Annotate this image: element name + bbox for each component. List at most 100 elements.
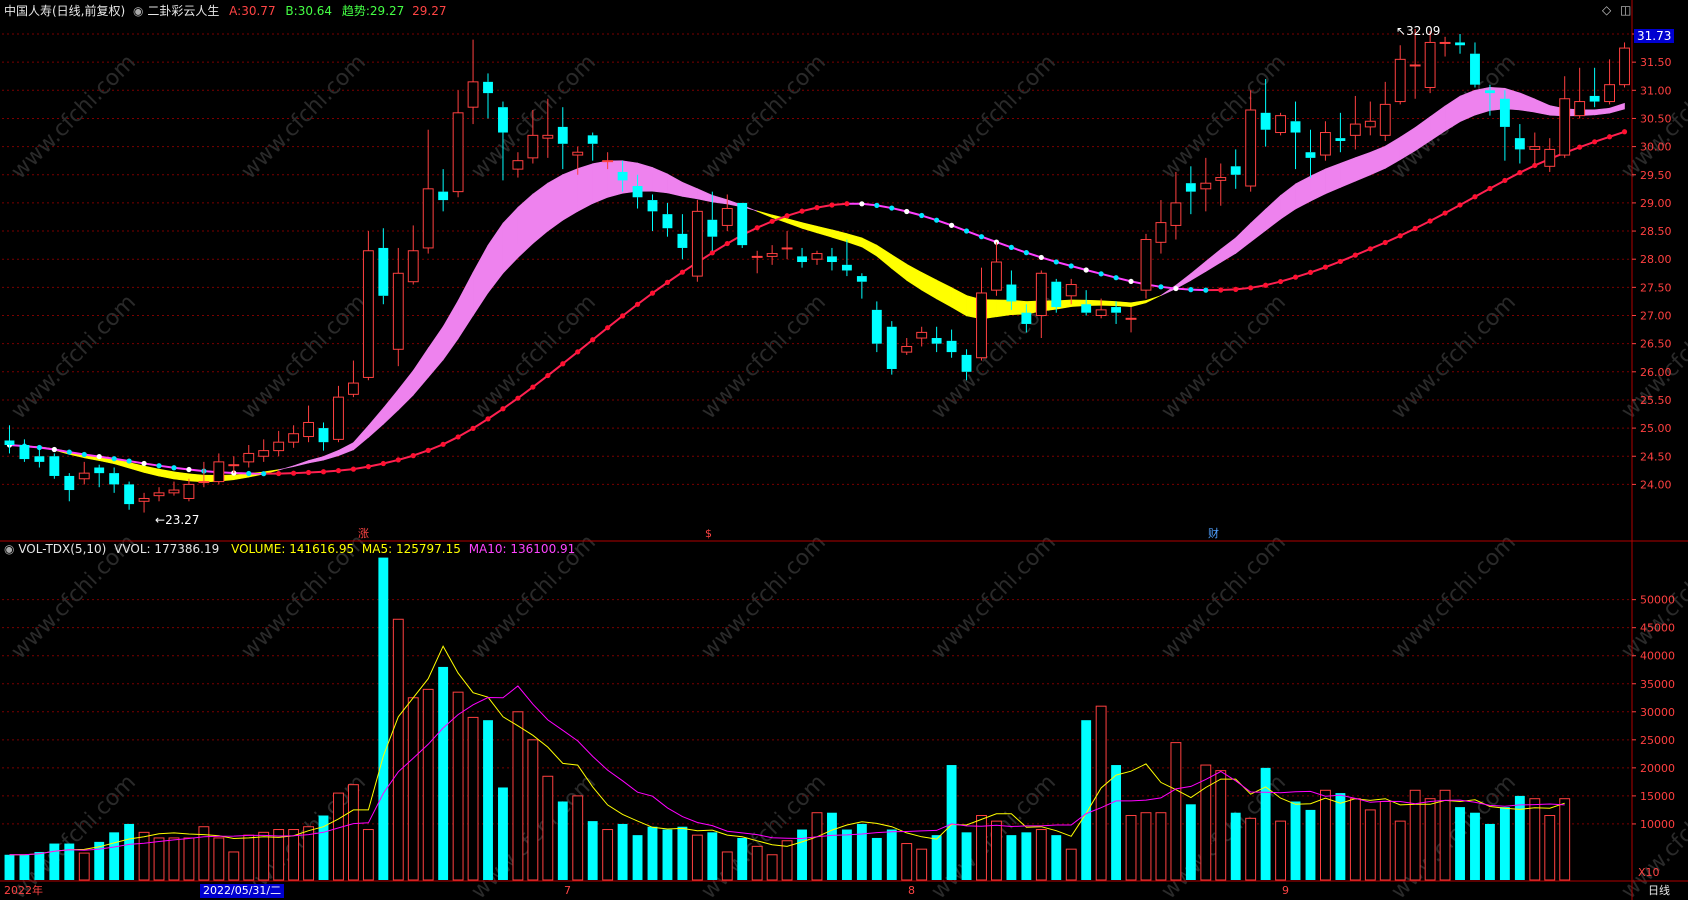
volume-bar-up xyxy=(333,792,344,881)
candle-body-up xyxy=(303,421,314,438)
volume-bar-down xyxy=(632,835,643,880)
candle-body-down xyxy=(49,456,60,476)
trend-dot xyxy=(126,458,132,464)
candle-body-down xyxy=(557,126,568,144)
price-tick-label: 26.50 xyxy=(1640,338,1672,351)
band-segment xyxy=(278,465,294,471)
volume-bar-up xyxy=(1065,848,1077,881)
volume-tick-label: 10000 xyxy=(1640,818,1675,831)
volume-bar-up xyxy=(153,837,165,881)
trend-dot xyxy=(1322,264,1329,270)
volume-bar-up xyxy=(258,831,270,881)
trend-segment xyxy=(547,362,564,377)
watermark-text: www.cfchi.com xyxy=(697,530,831,664)
band-segment xyxy=(756,210,773,218)
band-segment xyxy=(951,287,967,317)
indicator-toggle-icon[interactable]: ◉ xyxy=(133,4,144,18)
volume-bar-up xyxy=(243,834,255,881)
trend-segment xyxy=(951,224,967,232)
candle-body-up xyxy=(1215,177,1227,181)
volume-tick-label: 15000 xyxy=(1640,790,1675,803)
candle-body-up xyxy=(288,433,300,443)
volume-ma-lines xyxy=(9,645,1565,856)
indicator-name[interactable]: 二卦彩云人生 xyxy=(147,4,220,18)
trend-segment xyxy=(771,214,788,223)
stock-title: 中国人寿(日线,前复权) xyxy=(4,4,126,18)
trend-segment xyxy=(1444,204,1461,214)
price-tick-label: 31.50 xyxy=(1640,56,1672,69)
candle-body-up xyxy=(422,188,434,249)
trend-dot xyxy=(380,460,386,467)
candle-body-down xyxy=(1051,281,1062,308)
trend-dot xyxy=(605,325,611,331)
trend-segment xyxy=(502,397,519,410)
candle-body-down xyxy=(856,276,867,282)
candle-body-up xyxy=(1275,115,1287,134)
band-segment xyxy=(487,222,504,294)
candle-body-up xyxy=(153,492,165,497)
event-marker-dollar[interactable]: $ xyxy=(705,527,712,540)
candle-body-down xyxy=(1305,152,1316,158)
candle-body-up xyxy=(1320,132,1331,156)
trend-value-2: 29.27 xyxy=(412,4,447,18)
trend-value-1: 29.27 xyxy=(369,4,405,18)
band-segment xyxy=(876,244,893,270)
volume-bar-up xyxy=(1544,815,1556,881)
volume-bar-down xyxy=(64,843,75,880)
trend-dot xyxy=(500,406,506,412)
price-tick-label: 24.00 xyxy=(1640,478,1672,491)
band-segment xyxy=(1011,299,1027,315)
volume-bar-up xyxy=(512,711,524,881)
candle-body-down xyxy=(946,340,957,353)
volume-indicator-name[interactable]: VOL-TDX(5,10) xyxy=(18,542,107,556)
volume-bar-down xyxy=(961,832,972,880)
maximize-icon[interactable]: ◫ xyxy=(1620,3,1632,17)
trend-segment xyxy=(1369,241,1386,250)
volume-bar-down xyxy=(498,787,508,880)
candle-body-down xyxy=(1514,138,1525,150)
trend-segment xyxy=(1041,256,1057,263)
candle-body-up xyxy=(168,489,180,494)
band-segment xyxy=(517,193,534,259)
candle-body-down xyxy=(617,171,628,181)
trend-dot xyxy=(530,384,536,390)
volume-bar-up xyxy=(1170,742,1182,881)
candle-body-up xyxy=(347,382,359,395)
volume-bar-up xyxy=(1364,809,1376,881)
diamond-icon[interactable]: ◇ xyxy=(1602,3,1612,17)
trend-segment xyxy=(1399,227,1416,237)
period-label[interactable]: 日线 xyxy=(1648,884,1670,897)
price-tick-label: 24.50 xyxy=(1640,450,1672,463)
trend-dot xyxy=(575,349,581,355)
trend-dot xyxy=(1218,287,1224,293)
band-segment xyxy=(1130,300,1147,308)
trend-dot xyxy=(1517,170,1523,176)
candle-body-up xyxy=(258,450,270,457)
volume-bar-down xyxy=(318,815,329,880)
volume-bar-down xyxy=(1021,832,1032,880)
volume-bar-down xyxy=(1305,809,1316,880)
candle-body-down xyxy=(64,475,75,491)
candle-body-down xyxy=(1081,304,1092,313)
trend-segment xyxy=(427,443,444,452)
volume-ma10-line xyxy=(9,685,1565,856)
candle-body-up xyxy=(527,134,539,159)
volume-bar-down xyxy=(1290,801,1301,880)
trend-dot xyxy=(1173,285,1179,292)
band-segment xyxy=(442,299,459,361)
price-tick-label: 30.50 xyxy=(1640,112,1672,125)
candle-body-down xyxy=(1335,138,1346,141)
volume-bar-down xyxy=(737,837,748,880)
candle-body-down xyxy=(94,467,105,474)
candle-body-down xyxy=(1470,53,1480,85)
trend-segment xyxy=(1340,254,1356,263)
trend-dot xyxy=(410,453,416,459)
event-marker-zhang[interactable]: 涨 xyxy=(358,527,369,540)
volume-bar-up xyxy=(347,784,359,881)
volume-toggle-icon[interactable]: ◉ xyxy=(4,542,15,556)
trend-dot xyxy=(1128,278,1134,285)
band-segment xyxy=(1325,162,1341,195)
event-marker-cai[interactable]: 财 xyxy=(1208,527,1219,540)
volume-bar-up xyxy=(1424,798,1436,881)
candle-body-up xyxy=(1200,182,1212,190)
